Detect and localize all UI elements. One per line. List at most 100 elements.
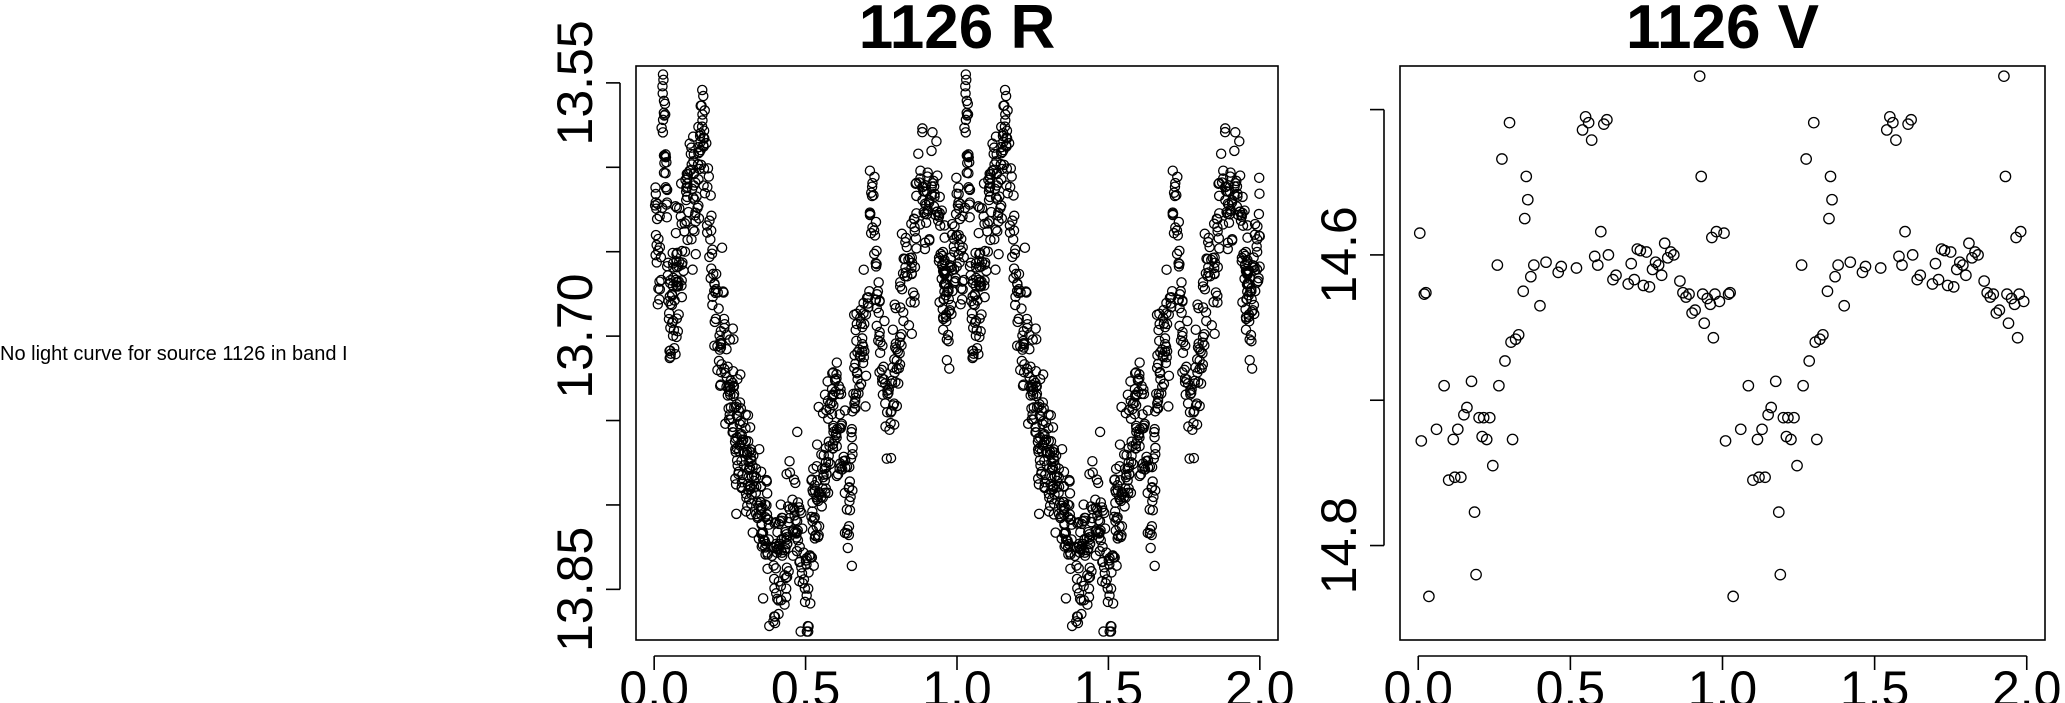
data-point	[665, 351, 676, 363]
data-point	[860, 370, 872, 382]
data-point	[873, 277, 884, 288]
data-point	[736, 455, 747, 467]
data-point	[719, 322, 730, 334]
x-tick-label: 2.0	[1992, 661, 2062, 703]
data-point	[1213, 233, 1225, 244]
data-point	[1209, 268, 1220, 280]
data-point	[903, 254, 914, 266]
data-point	[1114, 460, 1125, 472]
data-point	[695, 136, 706, 148]
data-point	[1807, 116, 1820, 129]
data-point	[761, 474, 772, 486]
data-point	[1214, 208, 1225, 219]
data-point	[1243, 311, 1255, 323]
x-tick-label: 1.0	[1688, 661, 1758, 703]
data-point	[822, 376, 833, 387]
data-point	[1115, 475, 1126, 486]
data-point	[706, 210, 717, 222]
data-point	[1185, 389, 1196, 400]
data-point	[941, 334, 953, 345]
panel-v-axes: 0.0 0.5 1.0 1.5 2.0 14.6 14.8	[1311, 108, 2062, 703]
data-point	[906, 328, 918, 340]
data-point	[1146, 461, 1158, 473]
data-point	[847, 406, 858, 417]
data-point	[724, 334, 736, 345]
data-point	[954, 213, 966, 225]
data-point	[775, 499, 787, 510]
data-point	[1032, 473, 1044, 484]
data-point	[653, 283, 664, 294]
data-point	[1083, 583, 1095, 594]
data-point	[926, 145, 937, 157]
data-point	[1232, 188, 1243, 200]
data-point	[1058, 481, 1070, 493]
data-point	[702, 163, 714, 174]
data-point	[736, 436, 747, 448]
data-point	[655, 252, 667, 263]
data-point	[1064, 474, 1075, 486]
data-point	[1048, 498, 1060, 509]
data-point	[664, 345, 675, 357]
data-point	[794, 576, 805, 587]
data-point	[761, 488, 773, 499]
no-light-curve-note: No light curve for source 1126 in band I	[0, 343, 348, 365]
data-point	[866, 190, 878, 202]
data-point	[2017, 295, 2030, 308]
data-point	[1194, 355, 1205, 366]
data-point	[1116, 401, 1127, 413]
data-point	[874, 347, 886, 359]
data-point	[1034, 455, 1046, 466]
data-point	[1079, 515, 1090, 526]
data-point	[1461, 401, 1473, 414]
data-point	[677, 257, 688, 268]
data-point	[650, 182, 661, 193]
data-point	[2011, 331, 2024, 344]
data-point	[776, 533, 788, 545]
data-point	[1096, 576, 1108, 587]
data-point	[1803, 355, 1816, 367]
data-point	[1496, 153, 1508, 165]
data-point	[715, 325, 727, 337]
data-point	[979, 275, 990, 286]
data-point	[706, 248, 718, 260]
data-point	[775, 595, 787, 606]
data-point	[879, 315, 890, 327]
data-point	[659, 98, 671, 110]
data-point	[740, 506, 752, 517]
data-point	[901, 241, 913, 253]
data-point	[867, 222, 878, 233]
data-point	[855, 304, 866, 316]
data-point	[796, 507, 807, 519]
data-point	[658, 74, 669, 86]
data-point	[852, 347, 863, 358]
data-point	[992, 177, 1004, 188]
data-point	[1686, 307, 1698, 319]
data-point	[660, 149, 671, 160]
data-point	[770, 563, 782, 574]
data-point	[857, 341, 869, 352]
data-point	[1098, 626, 1109, 637]
data-point	[1689, 304, 1701, 316]
data-point	[764, 620, 775, 632]
data-point	[898, 315, 909, 327]
data-point	[1217, 165, 1229, 176]
data-point	[1033, 479, 1045, 490]
data-point	[1695, 170, 1708, 183]
data-point	[1050, 527, 1061, 538]
data-point	[1249, 229, 1261, 240]
data-point	[661, 183, 672, 195]
x-tick-label: 0.0	[1383, 661, 1453, 703]
data-point	[1102, 596, 1114, 608]
data-point	[714, 380, 726, 392]
data-point	[662, 270, 674, 281]
data-point	[1008, 263, 1020, 274]
data-point	[1006, 171, 1017, 182]
data-point	[1072, 617, 1084, 629]
data-point	[1217, 219, 1229, 230]
data-point	[1521, 193, 1534, 206]
data-point	[1076, 608, 1087, 620]
data-point	[1212, 221, 1223, 233]
data-point	[896, 283, 908, 295]
data-point	[1413, 227, 1426, 239]
